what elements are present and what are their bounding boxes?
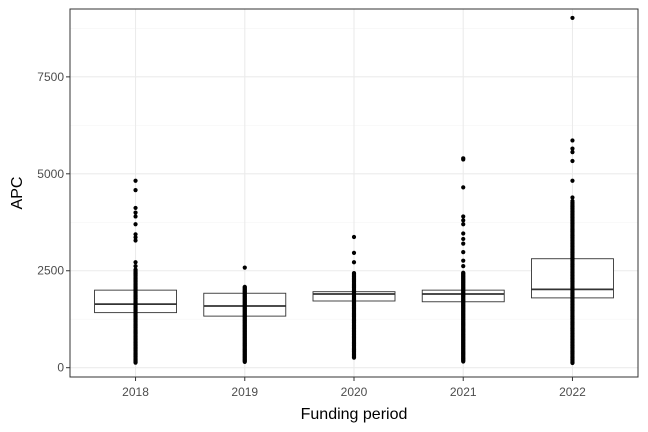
outlier-point — [570, 178, 575, 183]
outlier-point — [570, 158, 575, 164]
y-tick-label: 5000 — [37, 167, 64, 181]
y-axis-title: APC — [9, 177, 26, 210]
outlier-point — [570, 15, 575, 21]
outlier-point — [570, 146, 575, 151]
outlier-point — [461, 222, 466, 227]
outlier-point — [461, 250, 466, 255]
data-point — [461, 270, 466, 275]
x-tick-label: 2019 — [231, 385, 258, 399]
y-tick-label: 0 — [57, 361, 64, 375]
box-2022 — [531, 15, 614, 366]
outlier-point — [461, 236, 466, 242]
outlier-point — [461, 214, 466, 219]
y-tick-label: 2500 — [37, 264, 64, 278]
outlier-point — [461, 231, 466, 236]
outlier-point — [461, 185, 466, 190]
outlier-point — [570, 149, 575, 155]
outlier-point — [570, 198, 575, 204]
outlier-point — [133, 238, 138, 243]
x-tick-label: 2020 — [341, 385, 368, 399]
outlier-point — [133, 232, 138, 237]
x-tick-label: 2021 — [450, 385, 477, 399]
outlier-point — [133, 222, 138, 227]
outlier-point — [461, 241, 466, 246]
outlier-point — [461, 258, 466, 263]
outlier-point — [133, 235, 138, 240]
outlier-point — [461, 263, 466, 269]
outlier-point — [570, 195, 575, 200]
data-point — [133, 267, 138, 272]
outlier-point — [133, 205, 138, 211]
outlier-point — [570, 138, 575, 143]
x-tick-label: 2022 — [559, 385, 586, 399]
x-tick-label: 2018 — [122, 385, 149, 399]
outlier-point — [351, 260, 357, 265]
box-2019 — [203, 265, 287, 364]
data-point — [242, 284, 247, 289]
outlier-point — [242, 265, 247, 270]
outlier-point — [461, 218, 466, 223]
outlier-point — [133, 260, 138, 265]
outlier-point — [133, 214, 138, 219]
outlier-point — [133, 187, 138, 193]
box-layer — [94, 15, 614, 366]
data-point — [351, 271, 357, 276]
outlier-point — [351, 234, 357, 240]
axis-ticks: 0 2500 5000 7500 2018 2019 2020 2021 2022 — [37, 70, 586, 399]
outlier-point — [351, 250, 357, 256]
box-2020 — [312, 234, 396, 360]
outlier-point — [461, 156, 466, 161]
outlier-point — [133, 210, 138, 215]
box-2018 — [94, 178, 177, 365]
y-tick-label: 7500 — [37, 70, 64, 84]
box-2021 — [421, 156, 505, 364]
outlier-point — [133, 178, 138, 183]
x-axis-title: Funding period — [301, 406, 408, 423]
outlier-point — [133, 263, 138, 269]
